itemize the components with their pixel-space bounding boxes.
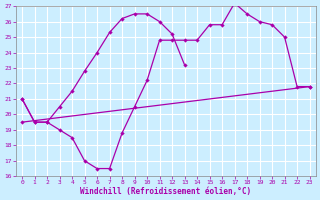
X-axis label: Windchill (Refroidissement éolien,°C): Windchill (Refroidissement éolien,°C) — [80, 187, 252, 196]
